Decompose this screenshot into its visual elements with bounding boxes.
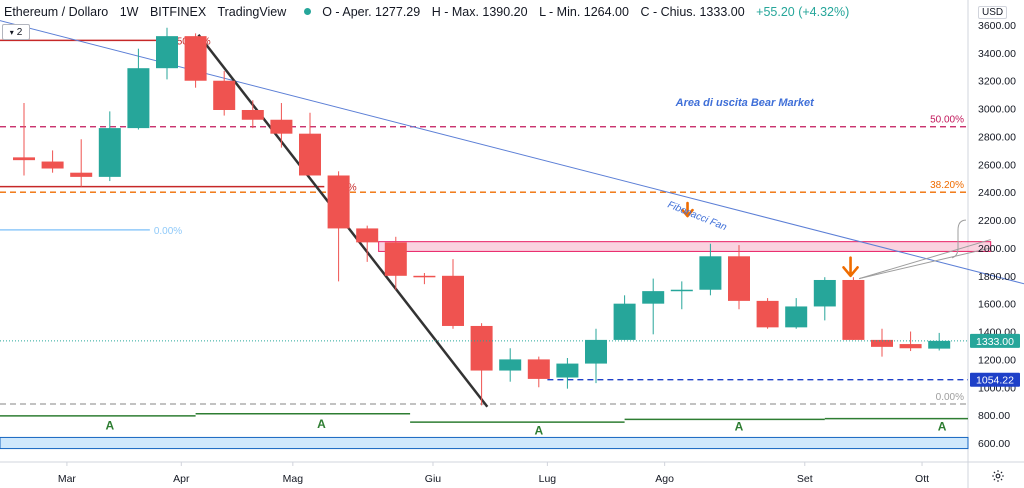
price-tick-label: 1200.00 [978,354,1016,366]
candle-body[interactable] [384,242,407,276]
gear-icon[interactable] [991,469,1005,483]
cycle-label: A [317,417,326,431]
resistance-zone [378,241,992,252]
price-tick-label: 3400.00 [978,48,1016,60]
fan-line [858,239,991,280]
toggle-count: 2 [16,26,23,38]
time-tick-label: Set [797,473,813,485]
candle-body[interactable] [270,119,293,134]
candle-body[interactable] [41,161,64,169]
candle-body[interactable] [699,256,722,290]
cycle-label: A [105,419,114,433]
candle-body[interactable] [470,325,493,371]
fib-level-label: 50.00% [930,115,964,126]
ohlc-change: +55.20 (+4.32%) [756,5,850,19]
fib-level-label: 38.20% [930,180,964,191]
ohlc-open: O - Aper. 1277.29 [322,5,421,19]
fib-segment-label: 0.00% [154,226,182,237]
fib-level-label: 0.00% [936,392,964,403]
status-dot-icon [303,8,311,15]
candle-body[interactable] [928,340,951,349]
candle-body[interactable] [556,363,579,378]
candle-body[interactable] [442,275,464,326]
candle-body[interactable] [356,228,379,243]
time-tick-label: Ott [915,473,929,485]
candle-body[interactable] [813,279,836,307]
price-tick-label: 3200.00 [978,76,1016,88]
price-tick-label: 3600.00 [978,20,1016,32]
price-tick-label: 2800.00 [978,131,1016,143]
candle-body[interactable] [842,279,865,340]
cycle-label: A [938,420,947,434]
platform-label: TradingView [217,5,287,19]
candle-body[interactable] [756,300,779,328]
level-label: 1054.22 [976,375,1014,387]
support-band [0,436,969,450]
candle-body[interactable] [70,172,93,177]
chart-annotation: Area di uscita Bear Market [675,97,816,109]
candle-body[interactable] [98,128,121,177]
price-tick-label: 2600.00 [978,159,1016,171]
candle-body[interactable] [13,157,35,161]
arrow-down-icon [681,201,694,218]
time-tick-label: Giu [425,473,442,485]
interval-label[interactable]: 1W [119,5,139,19]
price-tick-label: 2200.00 [978,215,1016,227]
candle-body[interactable] [642,291,665,304]
price-tick-label: 600.00 [978,438,1010,450]
candle-body[interactable] [156,36,178,69]
price-tick-label: 2400.00 [978,187,1016,199]
candle-body[interactable] [499,359,522,371]
ohlc-high: H - Max. 1390.20 [431,5,528,19]
exchange-label: BITFINEX [149,5,207,19]
cycle-label: A [735,420,744,434]
candle-body[interactable] [613,303,636,340]
indicator-toggle[interactable]: ▾ 2 [2,24,30,40]
price-tick-label: 1800.00 [978,271,1016,283]
candle-body[interactable] [728,256,750,301]
time-tick-label: Lug [539,473,557,485]
price-tick-label: 3000.00 [978,104,1016,116]
ohlc-low: L - Min. 1264.00 [539,5,629,19]
candle-body[interactable] [327,175,350,229]
time-tick-label: Ago [655,473,674,485]
candle-body[interactable] [871,339,893,347]
time-tick-label: Apr [173,473,190,485]
zone-bracket [951,219,967,259]
candle-body[interactable] [299,133,321,176]
candle-body[interactable] [241,109,264,120]
current-price-label: 1333.00 [976,336,1014,348]
candle-body[interactable] [127,68,150,129]
current-price-badge [970,333,1020,348]
symbol-name[interactable]: Ethereum / Dollaro [4,5,109,19]
candle-body[interactable] [899,344,922,349]
time-tick-label: Mar [58,473,77,485]
level-badge [970,372,1020,387]
price-tick-label: 1600.00 [978,299,1016,311]
currency-label[interactable]: USD [978,6,1008,19]
cycle-label: A [534,424,543,438]
candle-body[interactable] [670,289,693,292]
fan-line [859,247,991,280]
price-tick-label: 800.00 [978,410,1010,422]
candle-body[interactable] [413,275,436,278]
ohlc-close: C - Chius. 1333.00 [640,5,745,19]
candle-body[interactable] [785,306,808,328]
price-tick-label: 2000.00 [978,243,1016,255]
candle-body[interactable] [527,359,550,379]
candle-body[interactable] [585,339,607,364]
arrow-down-icon [842,256,859,278]
candle-body[interactable] [213,80,236,110]
chart-header: Ethereum / Dollaro 1W BITFINEX TradingVi… [4,5,857,19]
time-tick-label: Mag [283,473,304,485]
candle-body[interactable] [184,36,207,81]
chevron-down-icon: ▾ [9,27,14,37]
